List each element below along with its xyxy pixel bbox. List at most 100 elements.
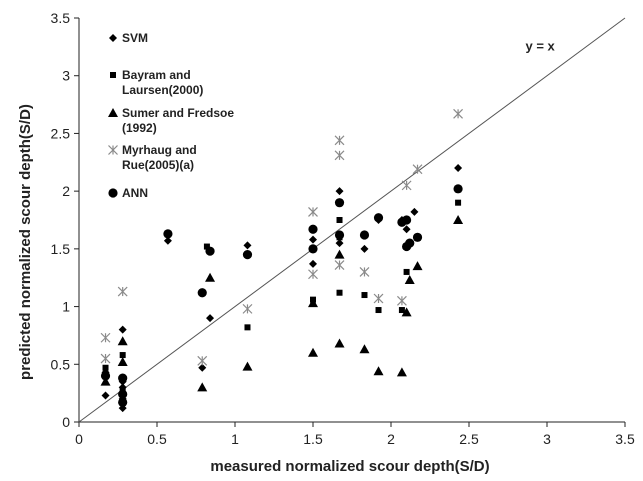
data-point	[453, 184, 463, 194]
circle-shape	[334, 198, 345, 208]
legend-label: SVM	[122, 31, 148, 45]
data-point	[308, 206, 318, 217]
y-tick-label: 2.5	[51, 125, 71, 141]
circle-shape	[118, 373, 128, 383]
data-point	[100, 332, 111, 343]
diamond-shape	[335, 187, 344, 196]
axes: 0 0.5 1 1.5 2 2.5 3 3.5 0 0.5 1 1.5 2 2.5 3 3.5	[51, 10, 635, 447]
diamond-shape	[206, 314, 215, 323]
data-point	[118, 389, 128, 399]
diamond-shape	[198, 363, 207, 372]
circle-shape	[359, 230, 370, 240]
circle-shape	[205, 246, 215, 256]
reference-line: y = x	[78, 17, 626, 423]
data-point	[117, 286, 128, 297]
series-circle	[100, 184, 463, 407]
series-triangle	[100, 215, 464, 392]
square-shape	[102, 364, 109, 371]
data-point	[197, 382, 208, 392]
circle-shape	[197, 288, 207, 298]
triangle-shape	[334, 249, 345, 259]
data-point	[373, 293, 384, 304]
data-point	[455, 199, 462, 206]
circle-shape	[100, 371, 111, 381]
data-point	[401, 180, 412, 191]
x-tick-label: 0.5	[147, 431, 167, 447]
y-tick-label: 0.5	[51, 356, 71, 372]
data-point	[308, 347, 318, 357]
data-point	[335, 187, 344, 196]
diamond-shape	[309, 259, 317, 268]
square-shape	[110, 72, 116, 78]
legend-marker	[108, 108, 118, 117]
diamond-shape	[454, 164, 463, 173]
triangle-shape	[359, 344, 370, 354]
data-point	[118, 397, 128, 407]
data-point	[308, 269, 318, 280]
legend-marker	[110, 72, 116, 78]
diamond-shape	[101, 391, 110, 400]
x-tick-label: 2	[387, 431, 395, 447]
diamond-shape	[163, 236, 172, 245]
data-point	[335, 239, 344, 248]
data-point	[163, 236, 172, 245]
circle-shape	[402, 215, 412, 225]
data-point	[359, 267, 370, 277]
triangle-shape	[412, 261, 423, 271]
legend-label: Myrhaug and	[122, 143, 197, 157]
data-point	[205, 272, 216, 282]
data-point	[454, 164, 463, 173]
data-point	[308, 244, 318, 254]
data-point	[334, 260, 345, 270]
diamond-shape	[410, 207, 419, 216]
data-point	[197, 288, 207, 298]
data-point	[308, 298, 318, 308]
x-tick-label: 1.5	[303, 431, 323, 447]
data-point	[453, 108, 464, 119]
diamond-shape	[309, 235, 317, 244]
legend-marker	[108, 145, 118, 155]
data-point	[401, 307, 412, 317]
data-point	[402, 215, 412, 225]
circle-shape	[242, 250, 253, 260]
data-point	[198, 363, 207, 372]
data-point	[101, 391, 110, 400]
data-point	[410, 207, 419, 216]
y-tick-label: 0	[62, 414, 70, 430]
x-tick-label: 0	[75, 431, 83, 447]
legend-entry: Sumer and Fredsoe(1992)	[108, 106, 234, 135]
diamond-shape	[109, 34, 117, 42]
data-point	[334, 198, 345, 208]
circle-shape	[118, 397, 128, 407]
triangle-shape	[117, 336, 128, 346]
legend-label: Bayram and	[122, 68, 191, 82]
data-point	[102, 364, 109, 371]
circle-shape	[308, 224, 318, 234]
y-axis-label: predicted normalized scour depth(S/D)	[17, 104, 34, 380]
triangle-shape	[308, 347, 318, 357]
data-point	[398, 307, 405, 314]
x-tick-label: 3	[543, 431, 551, 447]
diamond-shape	[360, 244, 369, 253]
data-point	[334, 135, 345, 146]
data-point	[403, 268, 410, 275]
data-point	[412, 164, 423, 175]
x-tick-label: 2.5	[459, 431, 479, 447]
data-point	[242, 361, 253, 371]
triangle-shape	[100, 376, 111, 386]
data-point	[118, 325, 127, 334]
legend-label: ANN	[122, 186, 148, 200]
triangle-shape	[453, 215, 464, 224]
triangle-shape	[401, 307, 412, 317]
y-tick-label: 2	[62, 183, 70, 199]
data-point	[117, 356, 128, 366]
data-points	[100, 108, 464, 413]
circle-shape	[118, 389, 128, 399]
square-shape	[244, 324, 251, 331]
y-tick-label: 1.5	[51, 241, 71, 257]
triangle-shape	[117, 356, 128, 366]
data-point	[243, 241, 252, 250]
data-point	[375, 307, 382, 314]
y-tick-label: 1	[62, 299, 70, 315]
square-shape	[119, 352, 126, 359]
